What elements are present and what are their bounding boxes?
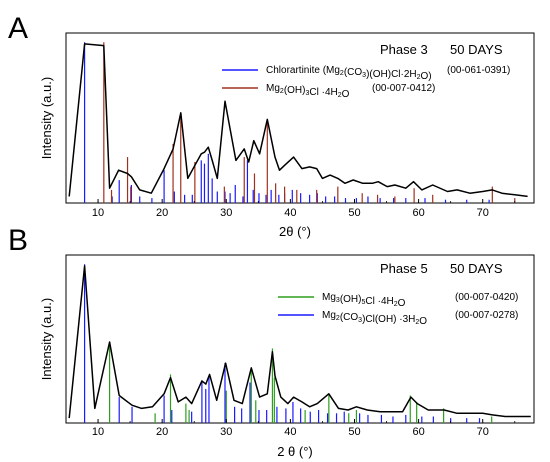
panel-letter-a: A <box>8 12 28 45</box>
plot-frame <box>65 32 535 204</box>
chart-title: Phase 3 <box>380 42 428 57</box>
legend-entry: Chlorartinite (Mg2(CO3)(OH)Cl·2H2O) <box>266 65 432 82</box>
legend-entry: Mg3(OH)5Cl ·4H2O <box>322 292 406 309</box>
x-tick-label: 10 <box>92 426 104 438</box>
legend-code: (00-007-0420) <box>455 292 518 303</box>
panel-a: A 10 20 30 40 50 60 70 2θ (°) Intensity (a.u.) Pha… <box>8 12 535 239</box>
observed-pattern-line <box>68 43 528 198</box>
panel-b: B 10 20 30 40 50 60 70 2 θ (°) Intensity (a.u.) Ph… <box>8 224 535 459</box>
x-tick-label: 30 <box>220 207 232 219</box>
x-tick-label: 50 <box>348 207 360 219</box>
x-axis-label: 2 θ (°) <box>277 444 313 459</box>
chart-subtitle: 50 DAYS <box>450 42 503 57</box>
legend-code: (00-061-0391) <box>447 65 510 76</box>
x-tick-label: 10 <box>92 207 104 219</box>
legend-entry: Mg2(OH)3Cl ·4H2O <box>266 83 350 100</box>
legend-code: (00-007-0412) <box>372 83 435 94</box>
chart-subtitle: 50 DAYS <box>450 261 503 276</box>
legend-entry: Mg2(CO3)Cl(OH) ·3H2O <box>322 310 427 327</box>
x-tick-label: 20 <box>156 426 168 438</box>
x-tick-label: 30 <box>220 426 232 438</box>
x-tick-label: 20 <box>156 207 168 219</box>
x-tick-label: 60 <box>412 207 424 219</box>
observed-pattern-line <box>68 265 531 419</box>
chart-title: Phase 5 <box>380 261 428 276</box>
x-tick-label: 40 <box>284 207 296 219</box>
x-tick-label: 60 <box>412 426 424 438</box>
panel-letter-b: B <box>8 224 28 257</box>
x-tick-label: 40 <box>284 426 296 438</box>
x-tick-label: 50 <box>348 426 360 438</box>
x-tick-label: 70 <box>477 426 489 438</box>
plot-frame <box>65 254 535 424</box>
x-tick-label: 70 <box>477 207 489 219</box>
y-axis-label: Intensity (a.u.) <box>39 298 54 380</box>
y-axis-label: Intensity (a.u.) <box>39 77 54 159</box>
x-axis-label: 2θ (°) <box>279 224 311 239</box>
legend-code: (00-007-0278) <box>455 310 518 321</box>
